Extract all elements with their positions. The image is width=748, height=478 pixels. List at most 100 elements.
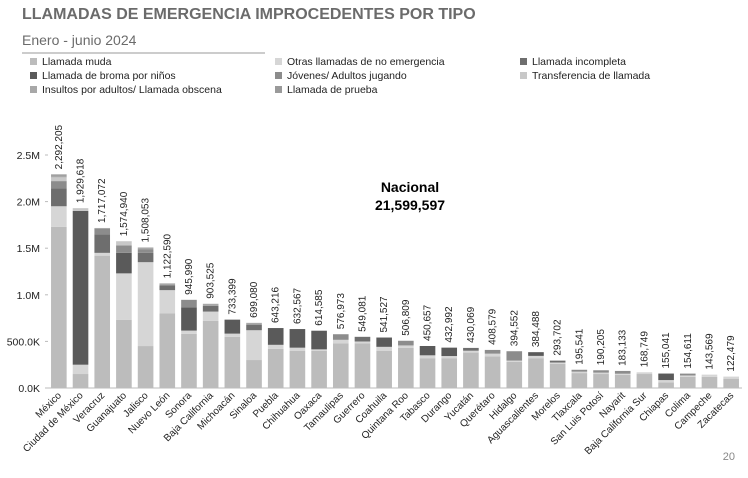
bar-segment: [658, 373, 674, 381]
y-tick-label: 1.5M: [17, 243, 40, 255]
bar-segment: [549, 363, 566, 388]
bar-segment: [224, 336, 241, 388]
bar-segment: [354, 341, 371, 344]
page-number: 20: [723, 451, 735, 463]
legend-label: Llamada incompleta: [532, 56, 626, 68]
bar-segment: [614, 370, 631, 374]
total-label: 1,122,590: [162, 233, 173, 278]
total-label: 643,216: [271, 286, 282, 323]
bar-segment: [506, 351, 523, 361]
bar-segment: [202, 303, 219, 306]
bar-segment: [723, 378, 739, 388]
legend-swatch: [30, 58, 37, 65]
legend-label: Llamada de prueba: [287, 84, 378, 96]
bar-segment: [332, 334, 349, 340]
bar-segment: [289, 350, 306, 388]
legend-label: Otras llamadas de no emergencia: [287, 56, 445, 68]
total-label: 549,081: [357, 295, 368, 332]
total-label: 430,069: [466, 306, 477, 343]
y-tick-label: 0.0K: [18, 383, 40, 395]
bar-segment: [267, 328, 284, 345]
bar-segment: [311, 330, 327, 350]
total-label: 154,611: [683, 333, 694, 369]
bar-segment: [181, 333, 197, 388]
bar-segment: [202, 311, 219, 321]
bar-segment: [224, 319, 241, 334]
total-label: 450,657: [423, 304, 434, 341]
bar-segment: [376, 346, 392, 351]
total-label: 195,541: [574, 328, 585, 365]
legend-swatch: [275, 86, 282, 93]
bar-segment: [398, 340, 414, 346]
total-label: 168,749: [639, 331, 650, 368]
bar-segment: [51, 174, 67, 176]
bar-segment: [267, 348, 284, 388]
bar-segment: [267, 344, 284, 349]
bar-segment: [354, 336, 371, 342]
bar-segment: [723, 376, 739, 379]
bar-segment: [181, 299, 197, 308]
bar-segment: [116, 319, 132, 388]
y-tick-label: 500.0K: [7, 336, 40, 348]
bar-segment: [137, 346, 154, 388]
y-tick-label: 2.0M: [17, 197, 40, 209]
bar-segment: [528, 358, 544, 388]
bar-segment: [549, 360, 566, 363]
bar-segment: [246, 360, 262, 388]
bar-segment: [116, 241, 132, 246]
bar-segment: [72, 208, 89, 211]
bar-segment: [506, 361, 523, 388]
y-tick-label: 2.5M: [17, 150, 40, 162]
bar-segment: [376, 350, 392, 388]
bar-segment: [51, 181, 67, 189]
total-label: 1,508,053: [141, 198, 152, 243]
bar-segment: [159, 290, 176, 314]
total-label: 2,292,205: [54, 124, 65, 169]
bar-segment: [137, 262, 154, 347]
legend-label: Llamada muda: [42, 56, 112, 68]
bar-segment: [549, 362, 566, 364]
legend-swatch: [520, 72, 527, 79]
bar-segment: [94, 228, 111, 235]
bar-segment: [593, 374, 609, 388]
bar-segment: [202, 305, 219, 312]
bar-segment: [246, 324, 262, 331]
bar-segment: [311, 350, 327, 388]
bar-segment: [159, 283, 176, 286]
total-label: 945,990: [184, 258, 195, 295]
bar-segment: [528, 352, 544, 356]
bar-segment: [506, 360, 523, 362]
total-label: 432,992: [444, 306, 455, 343]
total-label: 293,702: [553, 319, 564, 356]
bar-segment: [419, 345, 436, 356]
bar-segment: [51, 177, 67, 182]
bar-segment: [441, 347, 458, 357]
bar-segment: [181, 307, 197, 331]
total-label: 699,080: [249, 281, 260, 318]
bar-segment: [441, 356, 458, 359]
bar-segment: [593, 370, 609, 373]
legend-label: Transferencia de llamada: [532, 70, 650, 82]
total-label: 384,488: [531, 311, 542, 348]
bar-segment: [398, 345, 414, 348]
bar-segment: [246, 330, 262, 361]
legend-swatch: [275, 58, 282, 65]
total-label: 394,552: [509, 310, 520, 347]
total-label: 143,569: [704, 333, 715, 370]
y-tick-label: 1.0M: [17, 290, 40, 302]
bar-segment: [614, 374, 631, 388]
legend-swatch: [30, 72, 37, 79]
total-label: 903,525: [206, 262, 217, 299]
bar-segment: [593, 372, 609, 375]
bar-segment: [463, 352, 479, 388]
bar-segment: [72, 210, 89, 365]
bar-segment: [137, 249, 154, 253]
legend-label: Jóvenes/ Adultos jugando: [287, 70, 407, 82]
bar-segment: [484, 356, 501, 388]
bar-segment: [94, 255, 111, 388]
total-label: 632,567: [292, 287, 303, 324]
bar-segment: [94, 252, 111, 256]
bar-segment: [571, 373, 588, 388]
bar-segment: [571, 371, 588, 374]
bar-segment: [484, 353, 501, 357]
